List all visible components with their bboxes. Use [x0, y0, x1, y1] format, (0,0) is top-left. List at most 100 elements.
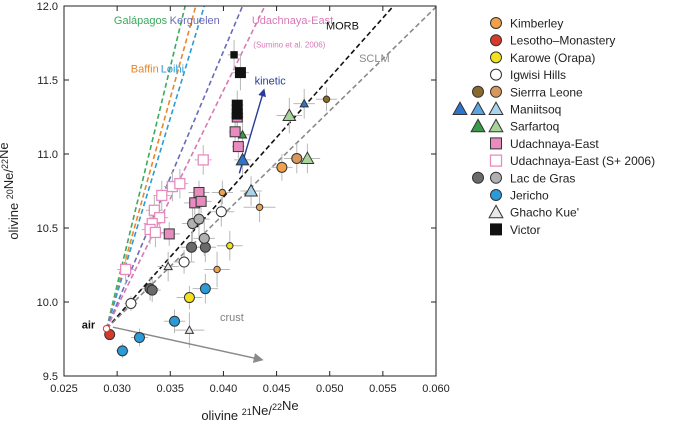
- legend-label: Sierrra Leone: [510, 85, 583, 99]
- legend-marker-karowe-orapa: [490, 51, 502, 64]
- point-victor: [234, 67, 246, 79]
- point-igwisi-hills: [178, 256, 190, 268]
- point-ghacho-kue: [163, 261, 174, 271]
- axes: 0.025 0.030 0.035 0.040 0.045 0.050 0.055 0.060…: [37, 1, 450, 395]
- legend-item-udachnaya-east: Udachnaya-East: [490, 137, 599, 151]
- legend-marker-kimberley: [490, 17, 502, 29]
- point-kimberley: [276, 161, 288, 173]
- legend-marker-sarfartoq: [488, 118, 504, 133]
- point-lac-de-gras-light: [193, 213, 205, 225]
- y-tick-label: 11.5: [37, 75, 58, 87]
- legend-marker-sierrra-leone: [472, 85, 484, 98]
- label-udachnaya-east: Udachnaya-East: [252, 15, 333, 27]
- point-udachnaya-east-s-2006: [149, 226, 162, 239]
- legend-marker-lesotho-monastery: [490, 34, 502, 47]
- point-lac-de-gras-dark: [146, 284, 158, 296]
- label-baffin: Baffin: [131, 64, 159, 76]
- point-maniitsoq-mid: [299, 98, 310, 108]
- legend-marker-udachnaya-east-s-2006: [489, 154, 503, 167]
- point-jericho: [169, 315, 181, 327]
- legend-marker-lac-de-gras: [490, 171, 502, 184]
- point-udachnaya-east: [163, 228, 175, 240]
- point-jericho: [199, 283, 211, 295]
- legend-label: Jericho: [510, 189, 549, 203]
- legend-marker-victor: [490, 223, 502, 236]
- x-tick-label: 0.030: [103, 383, 131, 395]
- legend-item-sierrra-leone: Sierrra Leone: [472, 85, 583, 99]
- legend-item-maniitsoq: Maniitsoq: [452, 101, 561, 117]
- legend-marker-udachnaya-east: [490, 137, 502, 150]
- point-maniitsoq-light: [243, 183, 259, 197]
- x-tick-label: 0.050: [316, 383, 344, 395]
- label-kerguelen: Kerguelen: [170, 15, 220, 27]
- line-labels: Galápagos Baffin Loihi Kerguelen Udachnaya-E…: [82, 15, 390, 332]
- point-udachnaya-east: [232, 141, 244, 153]
- point-maniitsoq-dark: [235, 152, 250, 166]
- y-tick-label: 11.0: [37, 149, 58, 161]
- point-air: [102, 324, 111, 333]
- point-lac-de-gras-light: [198, 232, 210, 244]
- point-igwisi-hills: [125, 297, 137, 309]
- plot-area: [102, 6, 436, 363]
- line-sclm: [105, 6, 436, 330]
- point-udachnaya-east-s-2006: [197, 154, 209, 166]
- legend-item-lesotho-monastery: Lesotho–Monastery: [490, 34, 615, 48]
- label-gal-pagos: Galápagos: [114, 15, 168, 27]
- point-sierrra-leone-light: [291, 152, 303, 164]
- legend-label: Lac de Gras: [510, 171, 575, 185]
- legend-marker-maniitsoq: [452, 101, 468, 115]
- annotation-kinetic: kinetic: [255, 75, 287, 87]
- line-gal-pagos: [105, 6, 186, 329]
- legend-marker-jericho: [490, 189, 502, 201]
- point-udachnaya-east-s-2006: [174, 177, 186, 190]
- x-tick-label: 0.040: [210, 383, 238, 395]
- legend-label: Victor: [510, 223, 540, 237]
- legend-marker-sarfartoq: [470, 118, 486, 133]
- point-kimberley-small: [213, 265, 221, 274]
- point-victor-small: [230, 51, 238, 59]
- line-kerguelen: [105, 6, 244, 329]
- legend: Kimberley Lesotho–Monastery Karowe (Orapa)…: [452, 17, 655, 237]
- label-loihi: Loihi: [161, 64, 184, 76]
- data-points: [102, 51, 331, 357]
- point-udachnaya-east: [195, 195, 207, 207]
- point-lac-de-gras-dark: [186, 241, 198, 253]
- x-tick-label: 0.045: [263, 383, 291, 395]
- x-tick-label: 0.025: [50, 383, 78, 395]
- legend-item-igwisi-hills: Igwisi Hills: [490, 68, 566, 82]
- legend-label: Udachnaya-East: [510, 137, 599, 151]
- label-sclm: SCLM: [359, 53, 390, 65]
- line-baffin: [105, 6, 197, 329]
- point-jericho: [133, 332, 145, 344]
- y-tick-label: 10.5: [37, 223, 58, 235]
- legend-marker-ghacho-kue: [488, 204, 504, 219]
- legend-label: Ghacho Kue': [510, 206, 579, 220]
- point-igwisi-hills: [215, 206, 227, 218]
- point-udachnaya-east-s-2006: [154, 211, 166, 224]
- legend-label: Kimberley: [510, 17, 563, 31]
- x-tick-label: 0.060: [422, 383, 450, 395]
- point-karowe-small: [226, 242, 234, 250]
- plot-frame: [63, 5, 437, 377]
- y-tick-label: 9.5: [43, 371, 58, 383]
- legend-item-lac-de-gras: Lac de Gras: [472, 171, 575, 185]
- legend-label: Igwisi Hills: [510, 68, 566, 82]
- point-sierrra-leone: [322, 95, 331, 103]
- error-bars: [105, 40, 338, 359]
- y-tick-label: 10.0: [37, 297, 58, 309]
- legend-label: Sarfartoq: [510, 120, 559, 134]
- x-axis-label: olivine 21Ne/22Ne: [201, 398, 298, 423]
- line-udachnaya-east: [105, 6, 266, 329]
- y-axis-label: olivine 20Ne/22Ne: [0, 142, 21, 239]
- point-victor: [231, 108, 243, 120]
- point-kimberley-small: [255, 203, 264, 211]
- legend-label: Lesotho–Monastery: [510, 34, 615, 48]
- annotation-crust: crust: [220, 312, 244, 324]
- y-tick-label: 12.0: [37, 1, 58, 13]
- point-kimberley-small: [218, 188, 227, 197]
- annotation-udachnaya-ref: (Sumino et al. 2006): [253, 40, 325, 49]
- point-sarfartoq-light: [282, 108, 297, 122]
- point-ghacho-kue: [184, 325, 195, 334]
- legend-marker-lac-de-gras: [472, 171, 484, 184]
